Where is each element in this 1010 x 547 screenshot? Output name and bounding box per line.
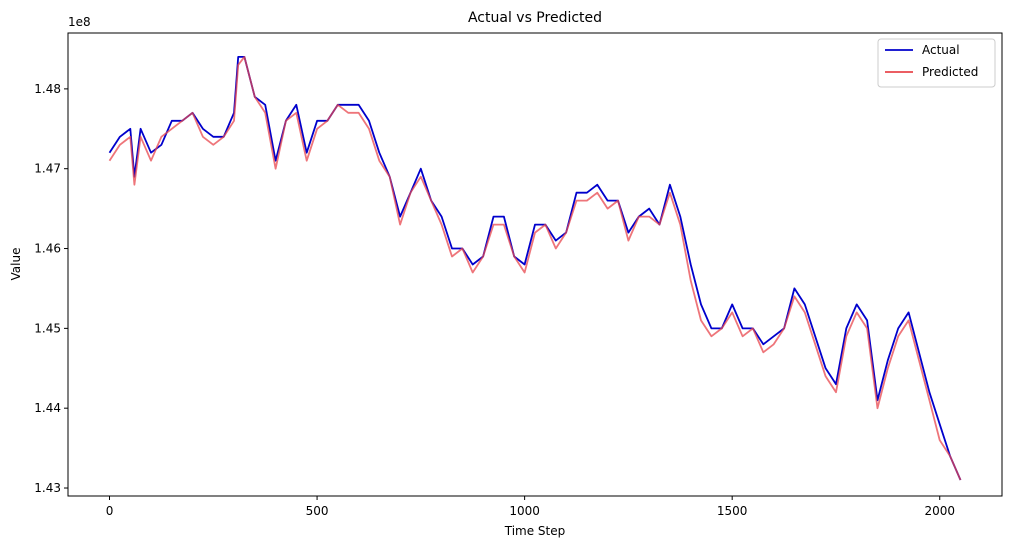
x-tick-label: 500 — [306, 504, 329, 518]
y-axis-label: Value — [9, 248, 23, 281]
y-axis: 1.43 1.44 1.45 1.46 1.47 1.48 — [34, 82, 68, 495]
y-tick-label: 1.45 — [34, 321, 61, 335]
x-tick-label: 1500 — [717, 504, 748, 518]
legend-label-predicted: Predicted — [922, 65, 978, 79]
y-tick-label: 1.47 — [34, 162, 61, 176]
series-line-predicted — [108, 56, 962, 481]
series-line-actual — [108, 56, 962, 481]
chart-title: Actual vs Predicted — [468, 10, 602, 26]
legend-box — [877, 38, 996, 88]
legend-label-actual: Actual — [922, 43, 960, 57]
x-axis: 0 500 1000 1500 2000 — [106, 496, 955, 518]
legend: Actual Predicted — [877, 38, 996, 88]
axes-frame — [67, 32, 1003, 497]
series-lines — [108, 56, 962, 481]
x-tick-label: 1000 — [509, 504, 540, 518]
y-tick-label: 1.43 — [34, 481, 61, 495]
y-tick-label: 1.46 — [34, 242, 61, 256]
x-tick-label: 2000 — [924, 504, 955, 518]
y-tick-label: 1.48 — [34, 82, 61, 96]
x-tick-label: 0 — [106, 504, 114, 518]
y-tick-label: 1.44 — [34, 401, 61, 415]
y-offset-text: 1e8 — [68, 15, 91, 29]
x-axis-label: Time Step — [504, 524, 566, 538]
